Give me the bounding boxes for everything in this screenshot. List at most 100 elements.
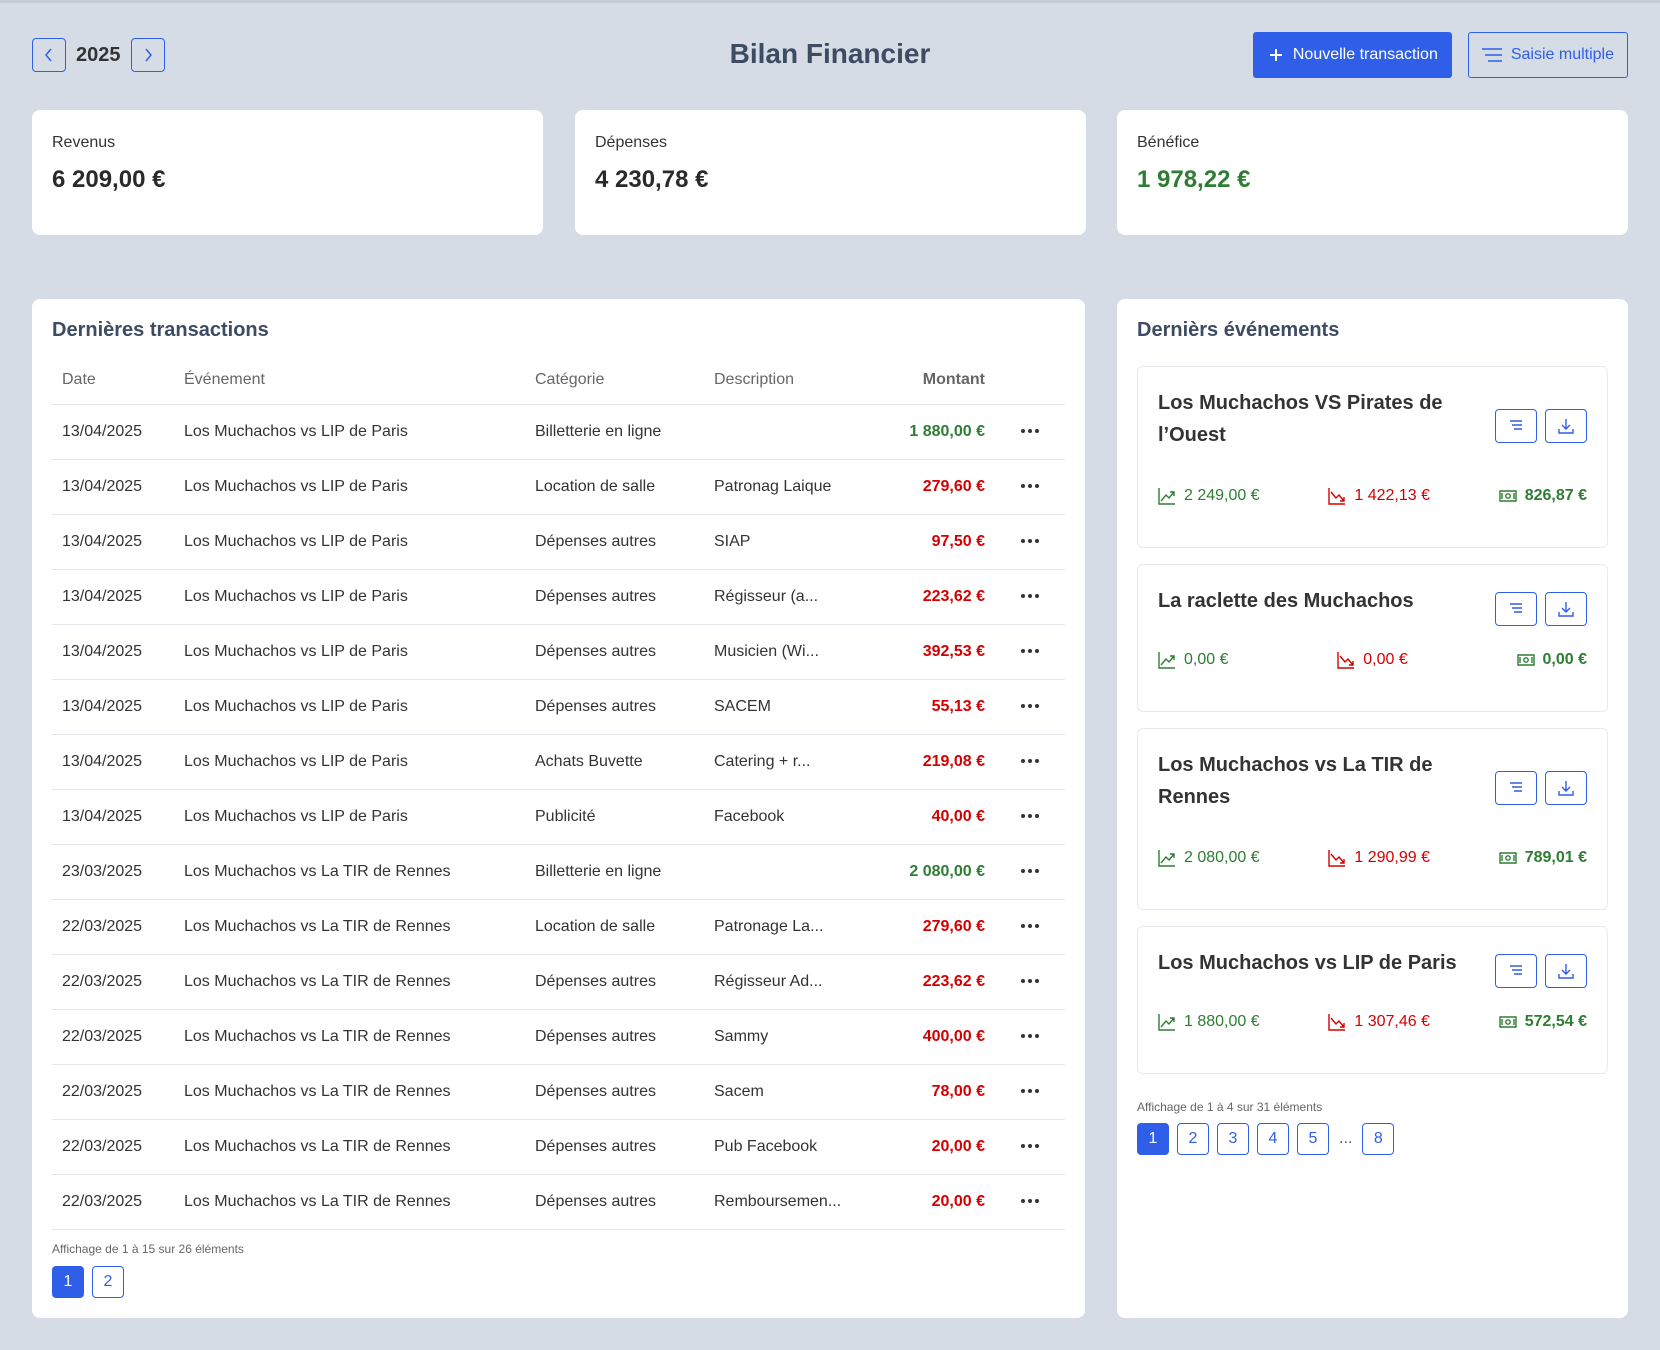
revenue-label: Revenus — [52, 134, 116, 151]
page-button[interactable]: 2 — [1177, 1123, 1209, 1155]
column-date[interactable]: Date — [52, 356, 174, 405]
table-row[interactable]: 13/04/2025 Los Muchachos vs LIP de Paris D… — [52, 514, 1065, 570]
event-income-value: 0,00 € — [1184, 651, 1229, 668]
table-row[interactable]: 13/04/2025 Los Muchachos vs LIP de Paris D… — [52, 624, 1065, 680]
table-row[interactable]: 22/03/2025 Los Muchachos vs La TIR de Ren… — [52, 1009, 1065, 1065]
table-row[interactable]: 13/04/2025 Los Muchachos vs LIP de Paris L… — [52, 459, 1065, 515]
page-button[interactable]: 1 — [52, 1265, 84, 1298]
bulk-entry-button[interactable]: Saisie multiple — [1467, 32, 1628, 78]
more-options-icon[interactable] — [1021, 1144, 1039, 1149]
event-details-button[interactable] — [1495, 771, 1537, 805]
more-options-icon[interactable] — [1021, 1034, 1039, 1039]
cell-date: 23/03/2025 — [52, 844, 174, 900]
current-year: 2025 — [76, 43, 121, 66]
cell-event: Los Muchachos vs La TIR de Rennes — [174, 844, 525, 900]
download-icon — [1558, 419, 1574, 434]
previous-year-button[interactable] — [32, 38, 66, 72]
more-options-icon[interactable] — [1021, 594, 1039, 599]
table-row[interactable]: 22/03/2025 Los Muchachos vs La TIR de Ren… — [52, 1174, 1065, 1230]
table-row[interactable]: 13/04/2025 Los Muchachos vs LIP de Paris P… — [52, 789, 1065, 845]
table-row[interactable]: 22/03/2025 Los Muchachos vs La TIR de Ren… — [52, 899, 1065, 955]
event-actions — [1495, 954, 1587, 988]
event-name: Los Muchachos vs La TIR de Rennes — [1158, 754, 1433, 808]
cell-amount: 279,60 € — [864, 459, 995, 515]
new-transaction-button[interactable]: Nouvelle transaction — [1252, 32, 1452, 78]
money-icon — [1499, 1016, 1517, 1028]
cell-actions — [995, 679, 1065, 735]
more-options-icon[interactable] — [1021, 704, 1039, 709]
cell-category: Location de salle — [525, 899, 704, 955]
event-expense: 1 307,46 € — [1328, 1013, 1430, 1031]
table-row[interactable]: 22/03/2025 Los Muchachos vs La TIR de Ren… — [52, 1064, 1065, 1120]
page-button[interactable]: 8 — [1362, 1123, 1395, 1155]
event-card: Los Muchachos VS Pirates de l’Ouest 2 249… — [1137, 366, 1608, 548]
cell-event: Los Muchachos vs LIP de Paris — [174, 514, 525, 570]
event-details-button[interactable] — [1495, 592, 1537, 626]
event-download-button[interactable] — [1545, 409, 1587, 443]
expenses-label: Dépenses — [595, 134, 668, 151]
cell-date: 13/04/2025 — [52, 789, 174, 845]
more-options-icon[interactable] — [1021, 759, 1039, 764]
event-download-button[interactable] — [1545, 771, 1587, 805]
cell-event: Los Muchachos vs LIP de Paris — [174, 459, 525, 515]
page-button[interactable]: 4 — [1257, 1123, 1289, 1155]
event-income: 2 080,00 € — [1158, 849, 1260, 867]
header-actions: Nouvelle transaction Saisie multiple — [1252, 32, 1628, 78]
money-icon — [1516, 654, 1535, 666]
next-year-button[interactable] — [130, 38, 165, 72]
cell-event: Los Muchachos vs La TIR de Rennes — [174, 954, 525, 1010]
event-income-value: 2 080,00 € — [1184, 849, 1260, 866]
more-options-icon[interactable] — [1021, 924, 1039, 929]
page-button[interactable]: 5 — [1297, 1123, 1329, 1155]
page-button[interactable]: 2 — [92, 1265, 124, 1298]
table-row[interactable]: 13/04/2025 Los Muchachos vs LIP de Paris B… — [52, 404, 1065, 460]
cell-event: Los Muchachos vs LIP de Paris — [174, 679, 525, 735]
more-options-icon[interactable] — [1021, 484, 1039, 489]
event-profit-value: 789,01 € — [1524, 849, 1587, 866]
cell-date: 22/03/2025 — [52, 1009, 174, 1065]
cell-description: Sacem — [704, 1064, 864, 1120]
more-options-icon[interactable] — [1021, 979, 1039, 984]
cell-category: Dépenses autres — [525, 1064, 704, 1120]
event-details-button[interactable] — [1495, 954, 1537, 988]
more-options-icon[interactable] — [1021, 1089, 1039, 1094]
column-event[interactable]: Événement — [174, 356, 525, 405]
more-options-icon[interactable] — [1021, 869, 1039, 874]
cell-date: 22/03/2025 — [52, 899, 174, 955]
event-stats: 2 080,00 € 1 290,99 € 789,01 € — [1158, 849, 1587, 867]
cell-date: 22/03/2025 — [52, 1064, 174, 1120]
expenses-card: Dépenses 4 230,78 € — [575, 110, 1086, 235]
more-options-icon[interactable] — [1021, 649, 1039, 654]
download-icon — [1558, 964, 1574, 979]
table-row[interactable]: 22/03/2025 Los Muchachos vs La TIR de Ren… — [52, 1119, 1065, 1175]
column-amount[interactable]: Montant — [864, 356, 995, 405]
event-stats: 0,00 € 0,00 € 0,00 € — [1158, 651, 1587, 669]
event-details-button[interactable] — [1495, 409, 1537, 443]
column-category[interactable]: Catégorie — [525, 356, 704, 405]
cell-actions — [995, 1119, 1065, 1175]
more-options-icon[interactable] — [1021, 539, 1039, 544]
cell-actions — [995, 954, 1065, 1010]
cell-actions — [995, 899, 1065, 955]
events-pagination: 1 2 3 4 5... 8 — [1137, 1123, 1608, 1155]
cell-actions — [995, 459, 1065, 515]
page-button[interactable]: 1 — [1137, 1123, 1169, 1155]
table-row[interactable]: 13/04/2025 Los Muchachos vs LIP de Paris D… — [52, 569, 1065, 625]
more-options-icon[interactable] — [1021, 1199, 1039, 1204]
table-row[interactable]: 13/04/2025 Los Muchachos vs LIP de Paris D… — [52, 679, 1065, 735]
chevron-right-icon — [144, 48, 152, 62]
table-row[interactable]: 22/03/2025 Los Muchachos vs La TIR de Ren… — [52, 954, 1065, 1010]
list-lines-icon — [1510, 965, 1522, 975]
table-row[interactable]: 13/04/2025 Los Muchachos vs LIP de Paris A… — [52, 734, 1065, 790]
cell-date: 13/04/2025 — [52, 569, 174, 625]
column-description[interactable]: Description — [704, 356, 864, 405]
event-download-button[interactable] — [1545, 592, 1587, 626]
more-options-icon[interactable] — [1021, 814, 1039, 819]
event-profit-value: 572,54 € — [1524, 1013, 1587, 1030]
cell-category: Dépenses autres — [525, 569, 704, 625]
table-row[interactable]: 23/03/2025 Los Muchachos vs La TIR de Ren… — [52, 844, 1065, 900]
cell-amount: 20,00 € — [864, 1174, 995, 1230]
page-button[interactable]: 3 — [1217, 1123, 1249, 1155]
more-options-icon[interactable] — [1021, 429, 1039, 434]
event-download-button[interactable] — [1545, 954, 1587, 988]
